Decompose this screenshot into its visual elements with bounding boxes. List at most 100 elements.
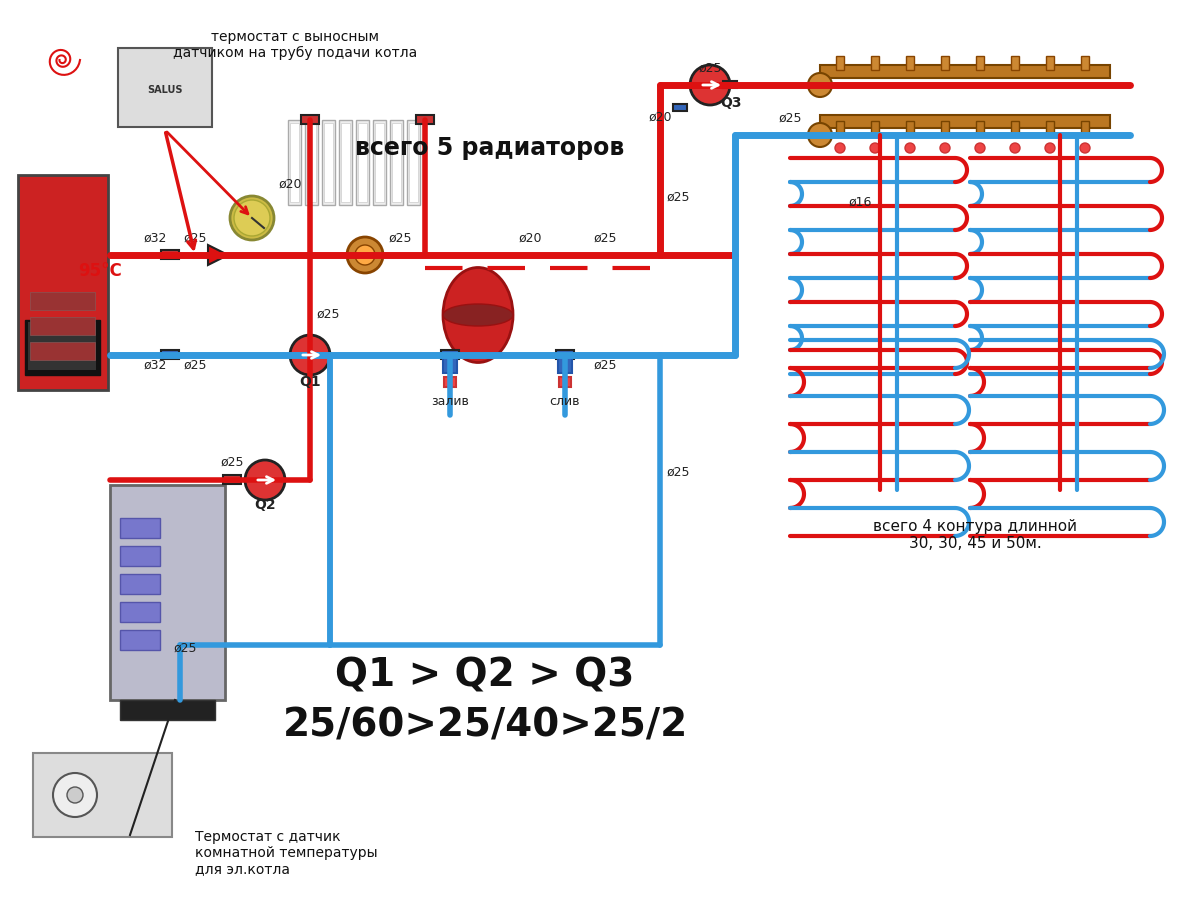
Bar xyxy=(1081,56,1089,70)
Text: ø20: ø20 xyxy=(278,177,302,191)
Text: всего 4 контура длинной
30, 30, 45 и 50м.: всего 4 контура длинной 30, 30, 45 и 50м… xyxy=(873,518,1077,551)
Text: ø25: ø25 xyxy=(183,358,206,372)
Circle shape xyxy=(347,237,382,273)
Bar xyxy=(341,123,350,202)
Bar xyxy=(375,123,384,202)
Circle shape xyxy=(230,196,275,240)
Bar xyxy=(28,322,96,370)
Text: ø25: ø25 xyxy=(173,642,197,654)
Text: залив: залив xyxy=(432,395,469,408)
FancyBboxPatch shape xyxy=(118,48,212,127)
Ellipse shape xyxy=(442,267,513,363)
Bar xyxy=(120,546,159,566)
Bar xyxy=(305,120,318,205)
Circle shape xyxy=(290,335,330,375)
Bar xyxy=(307,123,317,202)
Circle shape xyxy=(53,773,97,817)
Bar xyxy=(416,115,434,124)
Bar xyxy=(161,250,179,259)
Bar xyxy=(161,350,179,359)
Bar xyxy=(223,475,241,484)
Circle shape xyxy=(67,787,83,803)
Bar xyxy=(290,123,299,202)
Bar xyxy=(906,56,914,70)
Text: ø25: ø25 xyxy=(778,112,802,124)
Bar xyxy=(556,350,574,359)
Circle shape xyxy=(234,200,270,236)
FancyBboxPatch shape xyxy=(34,753,171,837)
Text: 95°С: 95°С xyxy=(78,262,122,280)
Circle shape xyxy=(808,73,832,97)
Bar xyxy=(906,121,914,135)
Circle shape xyxy=(245,460,285,500)
Bar xyxy=(820,115,1110,128)
Bar xyxy=(288,120,301,205)
Bar xyxy=(941,121,948,135)
Bar xyxy=(673,104,687,111)
Text: Q1 > Q2 > Q3
25/60>25/40>25/2: Q1 > Q2 > Q3 25/60>25/40>25/2 xyxy=(283,656,687,744)
Bar xyxy=(120,630,159,650)
Bar xyxy=(301,115,319,124)
Circle shape xyxy=(1010,143,1020,153)
Bar xyxy=(110,485,225,700)
Bar xyxy=(1011,121,1019,135)
Bar xyxy=(390,120,403,205)
Text: ø25: ø25 xyxy=(667,465,689,479)
Bar xyxy=(870,56,879,70)
Bar xyxy=(1081,121,1089,135)
Circle shape xyxy=(808,123,832,147)
Text: ø25: ø25 xyxy=(594,358,616,372)
Polygon shape xyxy=(207,245,228,265)
Text: термостат с выносным
датчиком на трубу подачи котла: термостат с выносным датчиком на трубу п… xyxy=(173,30,417,60)
Circle shape xyxy=(355,245,375,265)
Text: SALUS: SALUS xyxy=(147,85,182,95)
Bar xyxy=(558,355,572,373)
Text: Q3: Q3 xyxy=(721,96,741,110)
Bar xyxy=(323,120,335,205)
Bar xyxy=(120,518,159,538)
Bar xyxy=(559,377,571,387)
Ellipse shape xyxy=(442,304,513,326)
Bar xyxy=(409,123,418,202)
Text: ø25: ø25 xyxy=(667,191,689,203)
Text: ø25: ø25 xyxy=(594,231,616,245)
Text: ø25: ø25 xyxy=(388,231,411,245)
Bar xyxy=(373,120,386,205)
Bar xyxy=(442,355,457,373)
Text: ø25: ø25 xyxy=(698,61,722,75)
Bar xyxy=(18,175,108,390)
Bar xyxy=(324,123,333,202)
Bar xyxy=(120,574,159,594)
Bar xyxy=(1011,56,1019,70)
Text: ø32: ø32 xyxy=(144,358,167,372)
Bar xyxy=(359,123,367,202)
Text: ø20: ø20 xyxy=(518,231,542,245)
Text: Q1: Q1 xyxy=(300,375,321,389)
Circle shape xyxy=(1046,143,1055,153)
Bar xyxy=(976,56,984,70)
Circle shape xyxy=(905,143,915,153)
Circle shape xyxy=(870,143,880,153)
Bar xyxy=(870,121,879,135)
Text: ø25: ø25 xyxy=(317,308,339,320)
Bar xyxy=(392,123,400,202)
Text: ø25: ø25 xyxy=(221,455,243,469)
Text: ø20: ø20 xyxy=(649,111,671,123)
Circle shape xyxy=(940,143,950,153)
Bar xyxy=(836,121,844,135)
Bar xyxy=(120,602,159,622)
Bar xyxy=(30,342,95,360)
Bar xyxy=(406,120,420,205)
Circle shape xyxy=(689,65,730,105)
Bar xyxy=(120,700,215,720)
Bar xyxy=(339,120,353,205)
Bar xyxy=(444,377,456,387)
Circle shape xyxy=(975,143,986,153)
Bar xyxy=(441,350,459,359)
Text: ø16: ø16 xyxy=(849,195,872,209)
Text: ø32: ø32 xyxy=(144,231,167,245)
Text: всего 5 радиаторов: всего 5 радиаторов xyxy=(355,136,625,160)
Bar xyxy=(30,292,95,310)
Bar xyxy=(1046,56,1054,70)
Text: Термостат с датчик
комнатной температуры
для эл.котла: Термостат с датчик комнатной температуры… xyxy=(195,830,378,877)
